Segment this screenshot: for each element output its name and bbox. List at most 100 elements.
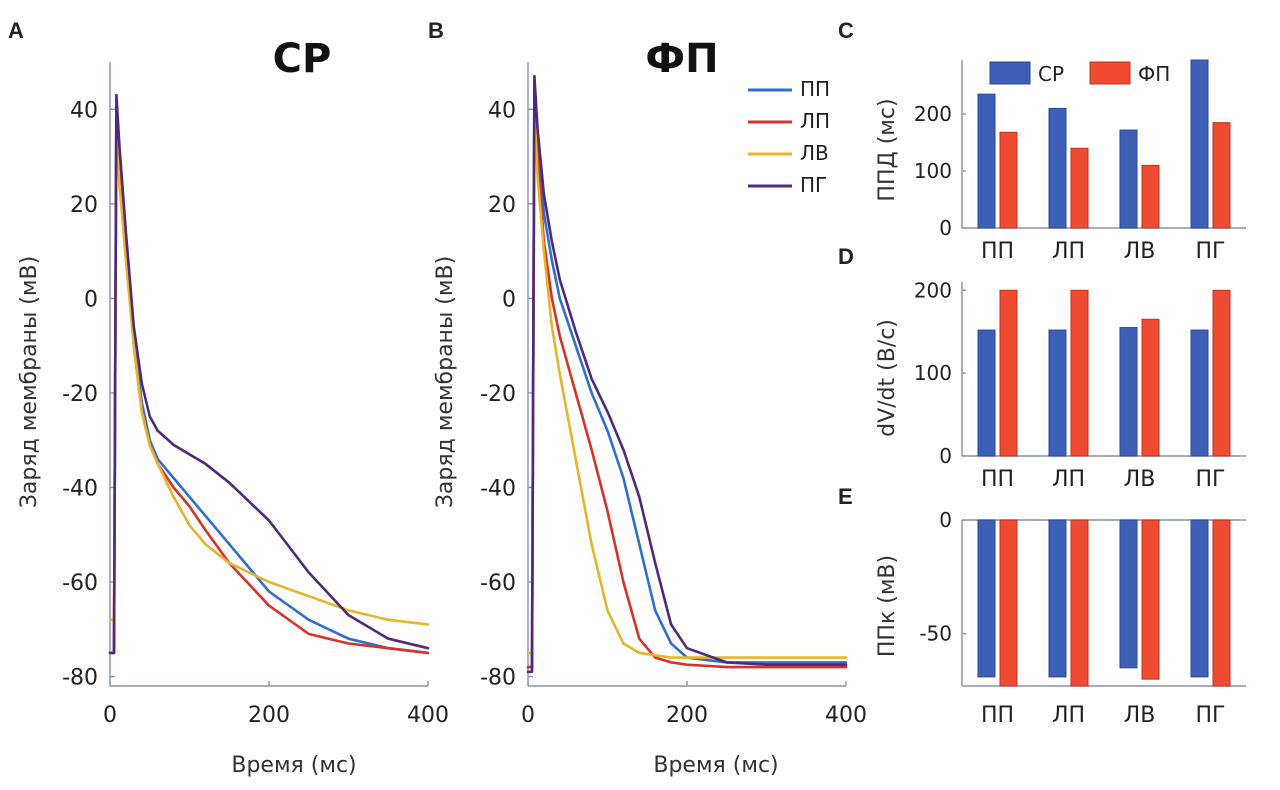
x-axis-label-a: Время (мс) bbox=[231, 753, 356, 778]
legend-swatch-ФП bbox=[1089, 61, 1131, 85]
bar-ФП-ПП bbox=[999, 289, 1018, 457]
y-tick-label: -40 bbox=[480, 476, 516, 501]
x-tick-label: 0 bbox=[521, 703, 535, 728]
x-ticks-b: 0 200 400 bbox=[521, 681, 867, 728]
category-label-ЛП: ЛП bbox=[1052, 239, 1085, 264]
series-line-ЛВ bbox=[108, 136, 430, 626]
y-tick-label: 40 bbox=[70, 98, 98, 123]
category-label-ПГ: ПГ bbox=[1196, 239, 1226, 264]
categories-d: ПП ЛП ЛВ ПГ bbox=[981, 467, 1226, 492]
category-label-ЛП: ЛП bbox=[1052, 467, 1085, 492]
y-tick-label: -40 bbox=[62, 476, 98, 501]
category-label-ПП: ПП bbox=[981, 703, 1014, 728]
chart-title-b: ФП bbox=[645, 36, 718, 82]
category-label-ЛВ: ЛВ bbox=[1124, 239, 1156, 264]
y-tick-label: -80 bbox=[62, 666, 98, 691]
panel-letter-a: A bbox=[8, 18, 24, 43]
bar-ФП-ЛВ bbox=[1141, 318, 1160, 457]
category-label-ЛП: ЛП bbox=[1052, 703, 1085, 728]
y-tick-label: -50 bbox=[919, 622, 952, 646]
series-line-ПГ bbox=[526, 74, 848, 674]
series-line-ПП bbox=[526, 79, 848, 669]
legend-label-ЛВ: ЛВ bbox=[800, 141, 829, 165]
y-tick-label: 20 bbox=[70, 193, 98, 218]
y-tick-label: 40 bbox=[488, 98, 516, 123]
y-tick-label: 200 bbox=[914, 278, 952, 302]
y-tick-label: 0 bbox=[502, 287, 516, 312]
category-label-ПГ: ПГ bbox=[1196, 467, 1226, 492]
y-ticks-a: 40 20 0 -20 -40 -60 -80 bbox=[62, 98, 115, 691]
panel-d: D dV/dt (В/с) 0 100 200 ПП ЛП ЛВ ПГ bbox=[838, 244, 1246, 492]
bar-ФП-ЛВ bbox=[1141, 519, 1160, 680]
panel-e: E ППк (мВ) 0 -50 ПП ЛП ЛВ ПГ bbox=[838, 484, 1246, 728]
bar-СР-ЛВ bbox=[1119, 519, 1138, 669]
series-line-ПГ bbox=[108, 93, 430, 655]
lines-a bbox=[108, 93, 430, 655]
legend-label-ПП: ПП bbox=[800, 77, 830, 101]
x-tick-label: 400 bbox=[407, 703, 449, 728]
categories-e: ПП ЛП ЛВ ПГ bbox=[981, 703, 1226, 728]
y-tick-label: 0 bbox=[939, 216, 952, 240]
series-line-ПП bbox=[108, 98, 430, 655]
x-tick-label: 0 bbox=[103, 703, 117, 728]
bar-СР-ЛП bbox=[1048, 107, 1067, 229]
panel-a: A СР Заряд мембраны (мВ) Время (мс) 40 20… bbox=[8, 18, 449, 778]
axes-a bbox=[109, 62, 428, 687]
panel-letter-e: E bbox=[838, 484, 853, 509]
bar-СР-ПП bbox=[977, 329, 996, 457]
panel-letter-b: B bbox=[428, 18, 444, 43]
y-tick-label: 0 bbox=[939, 508, 952, 532]
y-tick-label: -20 bbox=[480, 382, 516, 407]
legend-label-ПГ: ПГ bbox=[800, 173, 827, 197]
bar-СР-ЛВ bbox=[1119, 129, 1138, 229]
bar-ФП-ЛП bbox=[1070, 519, 1089, 687]
legend-b: ПП ЛП ЛВ ПГ bbox=[748, 77, 830, 197]
bar-СР-ПГ bbox=[1190, 519, 1209, 678]
y-axis-label-b: Заряд мембраны (мВ) bbox=[433, 256, 458, 508]
panel-letter-d: D bbox=[838, 244, 854, 269]
legend-label-ЛП: ЛП bbox=[800, 109, 830, 133]
category-label-ПГ: ПГ bbox=[1196, 703, 1226, 728]
bar-ФП-ЛВ bbox=[1141, 164, 1160, 229]
bar-ФП-ПГ bbox=[1212, 289, 1231, 457]
y-ticks-c: 0 100 200 bbox=[914, 102, 966, 240]
y-ticks-b: 40 20 0 -20 -40 -60 -80 bbox=[480, 98, 533, 691]
x-tick-label: 400 bbox=[825, 703, 867, 728]
category-label-ПП: ПП bbox=[981, 467, 1014, 492]
y-tick-label: -80 bbox=[480, 666, 516, 691]
y-axis-label-c: ППД (мс) bbox=[875, 98, 900, 201]
y-tick-label: -60 bbox=[62, 571, 98, 596]
bar-СР-ПП bbox=[977, 519, 996, 678]
bar-ФП-ЛП bbox=[1070, 147, 1089, 229]
y-tick-label: 0 bbox=[939, 444, 952, 468]
y-ticks-d: 0 100 200 bbox=[914, 278, 966, 468]
y-tick-label: 200 bbox=[914, 102, 952, 126]
y-tick-label: -60 bbox=[480, 571, 516, 596]
bars-e bbox=[977, 519, 1231, 687]
y-axis-label-a: Заряд мембраны (мВ) bbox=[17, 256, 42, 508]
bar-СР-ПГ bbox=[1190, 329, 1209, 457]
legend-swatch-СР bbox=[989, 61, 1031, 85]
panel-c: C ППД (мс) 0 100 200 ПП ЛП ЛВ ПГ СР ФП bbox=[838, 18, 1246, 264]
bars-d bbox=[977, 289, 1231, 457]
x-tick-label: 200 bbox=[666, 703, 708, 728]
category-label-ЛВ: ЛВ bbox=[1124, 703, 1156, 728]
x-tick-label: 200 bbox=[248, 703, 290, 728]
x-ticks-a: 0 200 400 bbox=[103, 681, 449, 728]
y-ticks-e: 0 -50 bbox=[919, 508, 966, 646]
legend-c: СР ФП bbox=[989, 61, 1170, 86]
bar-ФП-ПГ bbox=[1212, 519, 1231, 687]
lines-b bbox=[526, 74, 848, 674]
panel-letter-c: C bbox=[838, 18, 854, 43]
bar-ФП-ЛП bbox=[1070, 289, 1089, 457]
legend-label-СР: СР bbox=[1038, 62, 1064, 86]
x-axis-label-b: Время (мс) bbox=[653, 753, 778, 778]
y-tick-label: 100 bbox=[914, 159, 952, 183]
y-tick-label: 0 bbox=[84, 287, 98, 312]
y-tick-label: 100 bbox=[914, 361, 952, 385]
categories-c: ПП ЛП ЛВ ПГ bbox=[981, 239, 1226, 264]
series-line-ЛП bbox=[526, 89, 848, 669]
bar-СР-ЛП bbox=[1048, 329, 1067, 457]
y-axis-label-d: dV/dt (В/с) bbox=[875, 319, 900, 437]
